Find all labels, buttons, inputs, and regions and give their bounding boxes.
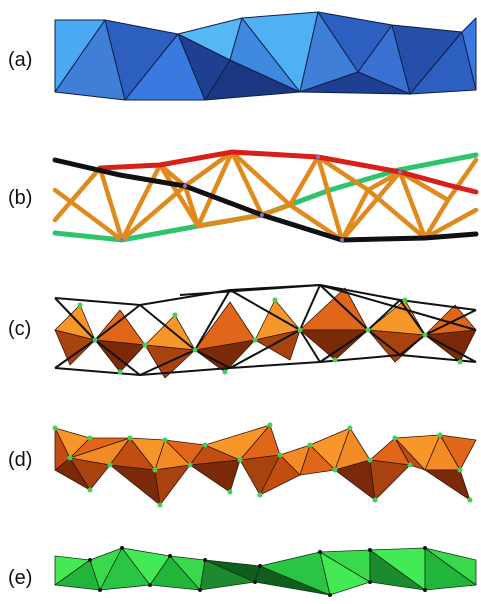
oct-face xyxy=(69,457,111,491)
panel-label-e: (e) xyxy=(8,567,33,589)
oct-face xyxy=(54,329,96,366)
panel-b-strut-framework xyxy=(52,149,479,243)
panel-label-b: (b) xyxy=(8,187,33,209)
oct-face xyxy=(424,469,471,501)
panel-label-c: (c) xyxy=(8,318,32,340)
oct-face xyxy=(299,329,369,361)
joint-markers xyxy=(120,155,402,242)
oct-face xyxy=(94,309,146,346)
wire-cage xyxy=(54,284,477,376)
panel-label-d: (d) xyxy=(8,449,33,471)
blue-face xyxy=(299,71,411,95)
oct-face xyxy=(194,339,256,373)
blue-face xyxy=(461,17,477,91)
oct-face xyxy=(94,339,146,373)
oct-face xyxy=(367,329,426,363)
panel-e-green-helix xyxy=(54,546,477,597)
vertex-markers xyxy=(88,546,427,597)
oct-face xyxy=(109,464,161,506)
oct-face xyxy=(189,459,241,493)
vertex-markers xyxy=(77,297,463,375)
octahedra xyxy=(54,287,477,379)
oct-face xyxy=(369,459,411,501)
panel-label-a: (a) xyxy=(8,49,33,71)
oct-face xyxy=(259,454,301,496)
oct-face xyxy=(424,329,477,363)
oct-face xyxy=(254,329,301,361)
green-face xyxy=(424,547,477,586)
oct-face xyxy=(299,444,336,476)
panel-a-blue-tetrahelix xyxy=(54,11,477,101)
oct-face xyxy=(394,437,426,471)
oct-face xyxy=(367,299,426,336)
panel-c-octahedra-cage xyxy=(54,284,477,379)
vertex-markers xyxy=(52,422,473,508)
oct-face xyxy=(154,464,191,506)
panel-d-octahedra-chain xyxy=(52,422,477,508)
